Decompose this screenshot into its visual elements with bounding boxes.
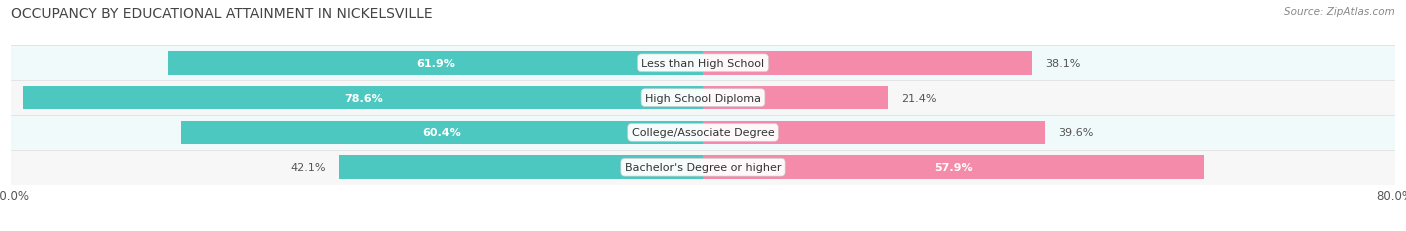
Text: Bachelor's Degree or higher: Bachelor's Degree or higher	[624, 162, 782, 173]
Bar	[11, 116, 1395, 150]
Text: College/Associate Degree: College/Associate Degree	[631, 128, 775, 138]
Bar	[181, 121, 703, 145]
Bar	[11, 150, 1395, 185]
Text: 21.4%: 21.4%	[901, 93, 936, 103]
Text: Source: ZipAtlas.com: Source: ZipAtlas.com	[1284, 7, 1395, 17]
Bar	[339, 156, 703, 179]
Text: 61.9%: 61.9%	[416, 58, 454, 69]
Text: Less than High School: Less than High School	[641, 58, 765, 69]
Bar	[24, 86, 703, 110]
Bar	[167, 52, 703, 75]
Text: 60.4%: 60.4%	[422, 128, 461, 138]
Bar	[703, 52, 1032, 75]
Text: 39.6%: 39.6%	[1059, 128, 1094, 138]
Bar	[703, 121, 1046, 145]
Bar	[703, 86, 889, 110]
Text: 57.9%: 57.9%	[934, 162, 973, 173]
Bar	[703, 156, 1204, 179]
Text: 38.1%: 38.1%	[1046, 58, 1081, 69]
Text: OCCUPANCY BY EDUCATIONAL ATTAINMENT IN NICKELSVILLE: OCCUPANCY BY EDUCATIONAL ATTAINMENT IN N…	[11, 7, 433, 21]
Text: 42.1%: 42.1%	[291, 162, 326, 173]
Text: 78.6%: 78.6%	[344, 93, 382, 103]
Bar	[11, 46, 1395, 81]
Bar	[11, 81, 1395, 116]
Text: High School Diploma: High School Diploma	[645, 93, 761, 103]
